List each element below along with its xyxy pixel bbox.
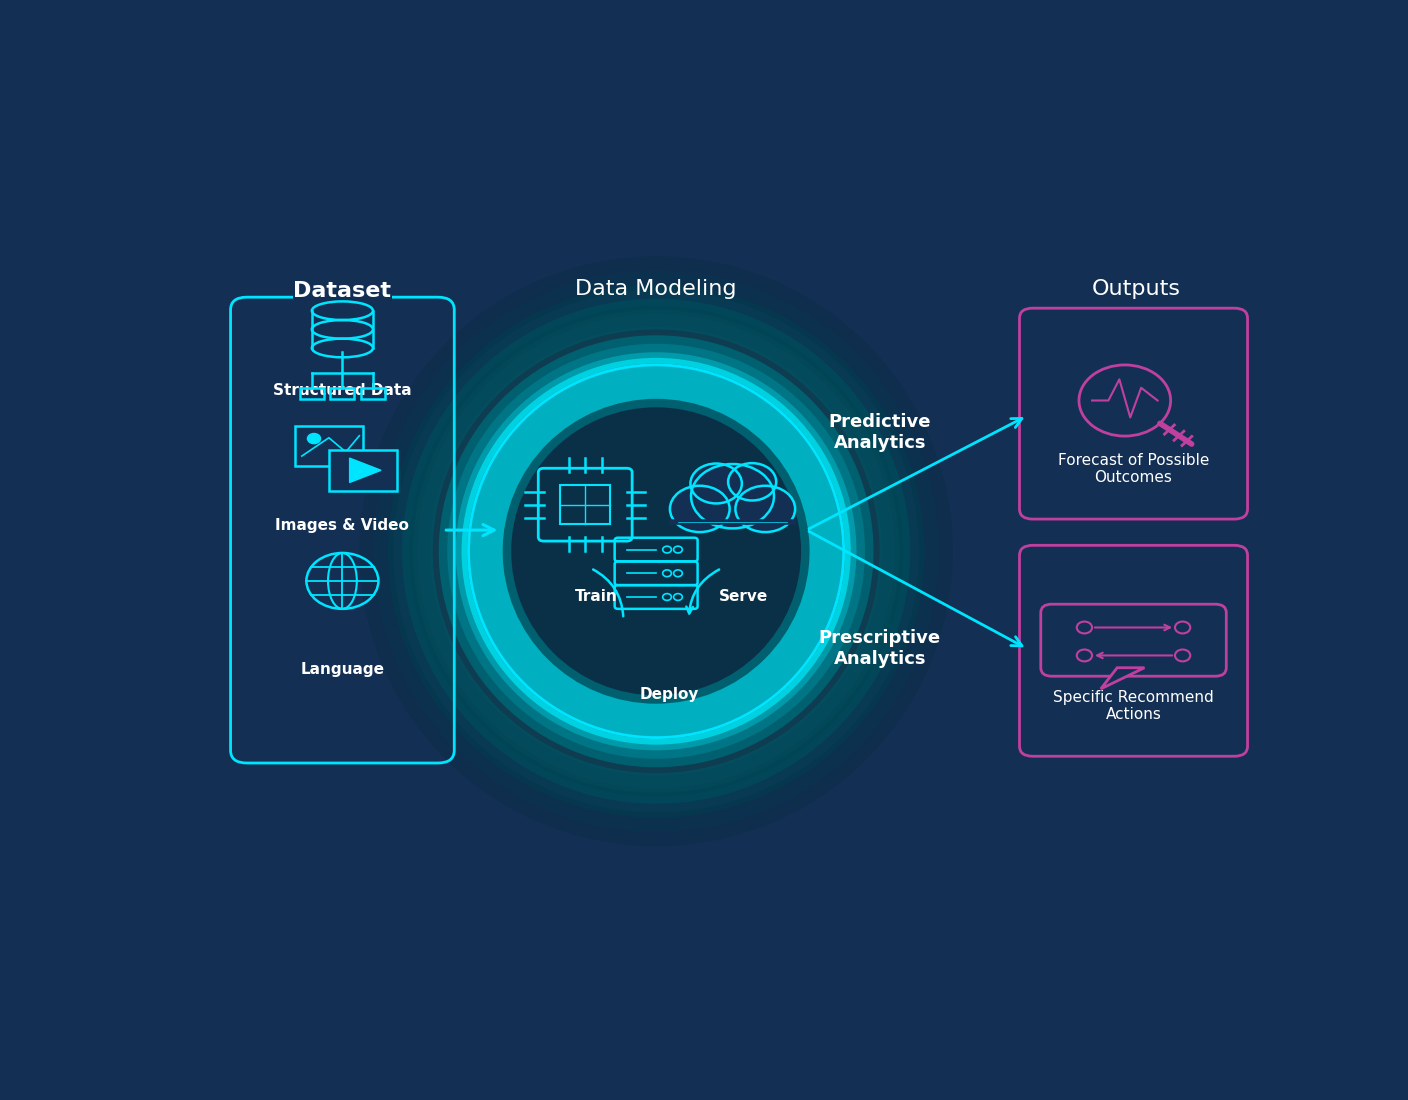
Ellipse shape <box>408 306 904 796</box>
Circle shape <box>690 463 742 504</box>
Text: Images & Video: Images & Video <box>276 518 410 534</box>
Text: Language: Language <box>300 662 384 678</box>
Ellipse shape <box>456 352 856 750</box>
Text: Serve: Serve <box>719 590 767 604</box>
Text: Data Modeling: Data Modeling <box>576 278 736 299</box>
Circle shape <box>728 463 776 500</box>
Circle shape <box>735 486 796 532</box>
Ellipse shape <box>439 336 873 768</box>
Polygon shape <box>349 458 382 483</box>
Text: Deploy: Deploy <box>639 686 698 702</box>
FancyArrowPatch shape <box>810 418 1022 529</box>
Text: Forecast of Possible
Outcomes: Forecast of Possible Outcomes <box>1057 453 1209 485</box>
Polygon shape <box>1101 668 1145 689</box>
Circle shape <box>670 486 729 532</box>
Text: Train: Train <box>574 590 618 604</box>
Ellipse shape <box>503 399 810 704</box>
Ellipse shape <box>469 365 843 738</box>
Text: Specific Recommend
Actions: Specific Recommend Actions <box>1053 690 1214 723</box>
FancyArrowPatch shape <box>810 531 1022 646</box>
FancyBboxPatch shape <box>293 280 391 315</box>
Text: Predictive
Analytics: Predictive Analytics <box>828 414 931 452</box>
Text: Dataset: Dataset <box>293 282 391 301</box>
Text: Prescriptive
Analytics: Prescriptive Analytics <box>819 629 941 668</box>
Circle shape <box>691 464 774 528</box>
Circle shape <box>307 433 321 443</box>
FancyArrowPatch shape <box>446 525 494 536</box>
Ellipse shape <box>417 315 895 789</box>
FancyBboxPatch shape <box>329 450 397 491</box>
FancyArrowPatch shape <box>686 570 719 614</box>
Ellipse shape <box>448 343 865 759</box>
Text: Outputs: Outputs <box>1091 278 1181 299</box>
FancyArrowPatch shape <box>593 570 624 616</box>
Ellipse shape <box>431 327 881 776</box>
Ellipse shape <box>511 407 801 695</box>
Text: Structured Data: Structured Data <box>273 383 411 398</box>
